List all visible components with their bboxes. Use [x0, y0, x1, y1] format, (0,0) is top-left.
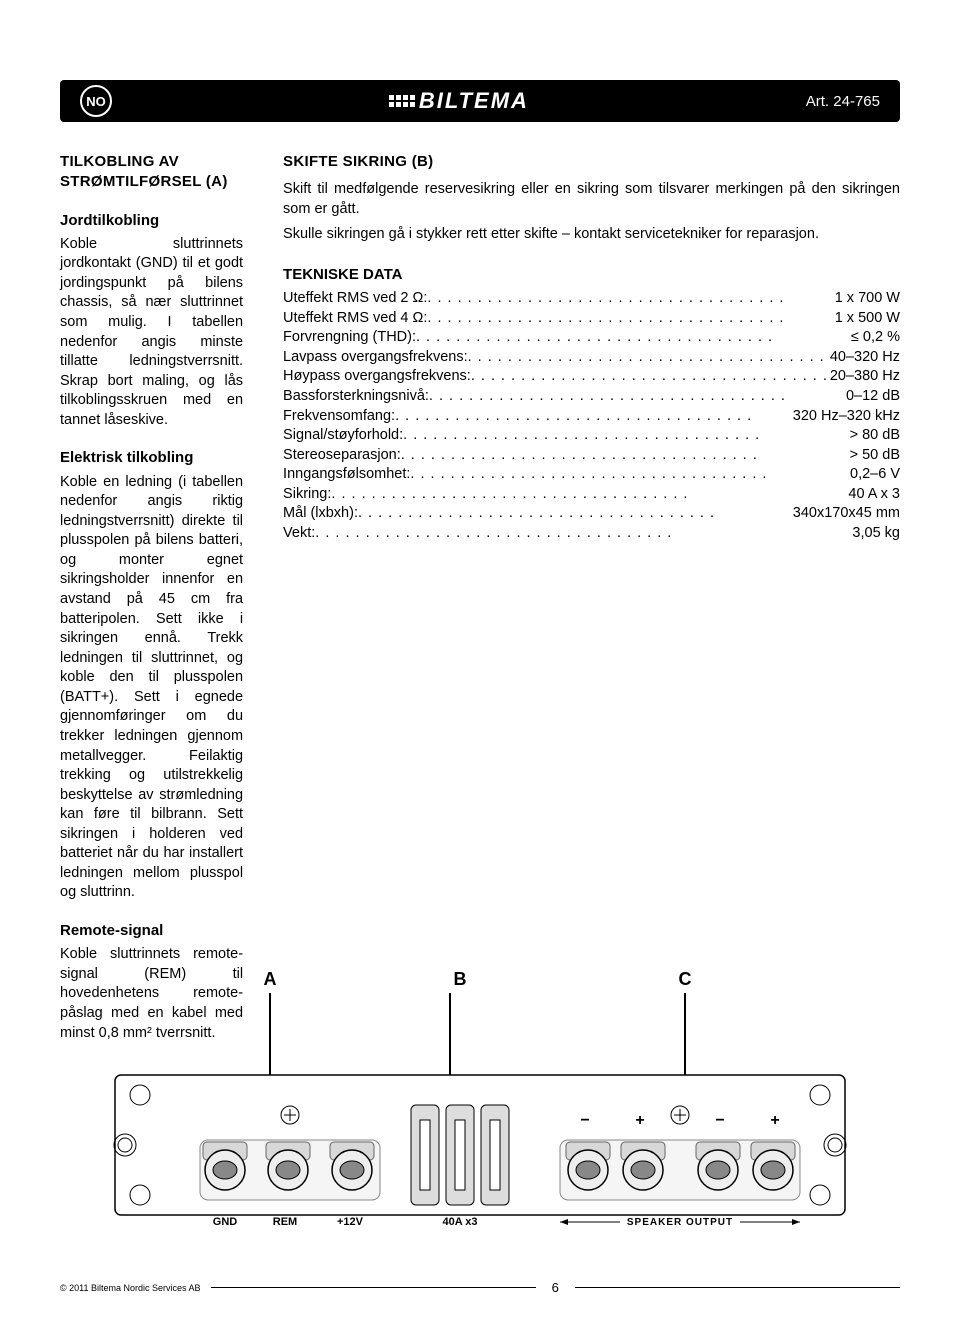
text-jord: Koble sluttrinnets jordkontakt (GND) til… [60, 235, 243, 431]
left-column: TILKOBLING AV STRØMTILFØRSEL (A) Jordtil… [60, 152, 243, 1049]
specs-list: Uteffekt RMS ved 2 Ω:1 x 700 WUteffekt R… [283, 289, 900, 543]
label-gnd: GND [213, 1216, 238, 1228]
label-c: C [679, 969, 692, 989]
spec-row: Sikring:40 A x 3 [283, 485, 900, 505]
polarity-minus-1: − [580, 1112, 589, 1129]
page: NO BILTEMA Art. 24-765 TILKOBLING AV STR… [0, 0, 960, 1325]
right-column: SKIFTE SIKRING (B) Skift til medfølgende… [283, 152, 900, 1049]
spec-row: Signal/støyforhold:> 80 dB [283, 426, 900, 446]
label-a: A [264, 969, 277, 989]
heading-jord: Jordtilkobling [60, 211, 243, 231]
spec-row: Inngangsfølsomhet:0,2–6 V [283, 465, 900, 485]
label-speaker-output: SPEAKER OUTPUT [627, 1217, 733, 1228]
heading-elektrisk: Elektrisk tilkobling [60, 448, 243, 468]
spec-row: Vekt:3,05 kg [283, 524, 900, 544]
spec-row: Høypass overgangsfrekvens:20–380 Hz [283, 367, 900, 387]
label-fuse: 40A x3 [442, 1216, 477, 1228]
diagram: A B C GND REM +12V [60, 965, 900, 1245]
polarity-plus-2: + [770, 1112, 779, 1129]
spec-row: Frekvensomfang:320 Hz–320 kHz [283, 407, 900, 427]
spec-row: Lavpass overgangsfrekvens:40–320 Hz [283, 348, 900, 368]
label-rem: REM [273, 1216, 297, 1228]
spec-row: Uteffekt RMS ved 4 Ω:1 x 500 W [283, 309, 900, 329]
tech-title: TEKNISKE DATA [283, 265, 900, 285]
brand-logo: BILTEMA [389, 88, 529, 114]
right-title: SKIFTE SIKRING (B) [283, 152, 900, 172]
label-b: B [454, 969, 467, 989]
spec-row: Mål (lxbxh):340x170x45 mm [283, 504, 900, 524]
language-badge: NO [80, 85, 112, 117]
spec-row: Uteffekt RMS ved 2 Ω:1 x 700 W [283, 289, 900, 309]
label-12v: +12V [337, 1216, 364, 1228]
header-bar: NO BILTEMA Art. 24-765 [60, 80, 900, 122]
copyright: © 2011 Biltema Nordic Services AB [60, 1283, 201, 1293]
spec-row: Forvrengning (THD):≤ 0,2 % [283, 328, 900, 348]
content-columns: TILKOBLING AV STRØMTILFØRSEL (A) Jordtil… [60, 152, 900, 1049]
article-number: Art. 24-765 [806, 93, 880, 110]
language-code: NO [86, 94, 106, 109]
footer: © 2011 Biltema Nordic Services AB 6 [60, 1280, 900, 1295]
spec-row: Bassforsterkningsnivå:0–12 dB [283, 387, 900, 407]
right-p1: Skift til medfølgende reservesikring ell… [283, 180, 900, 219]
polarity-minus-2: − [715, 1112, 724, 1129]
spec-row: Stereoseparasjon:> 50 dB [283, 446, 900, 466]
left-title: TILKOBLING AV STRØMTILFØRSEL (A) [60, 152, 243, 193]
page-number: 6 [546, 1280, 565, 1295]
polarity-plus-1: + [635, 1112, 644, 1129]
right-p2: Skulle sikringen gå i stykker rett etter… [283, 225, 900, 245]
heading-remote: Remote-signal [60, 921, 243, 941]
text-elektrisk: Koble en ledning (i tabellen nedenfor an… [60, 473, 243, 903]
brand-text: BILTEMA [419, 88, 529, 114]
brand-grid-icon [389, 95, 415, 107]
